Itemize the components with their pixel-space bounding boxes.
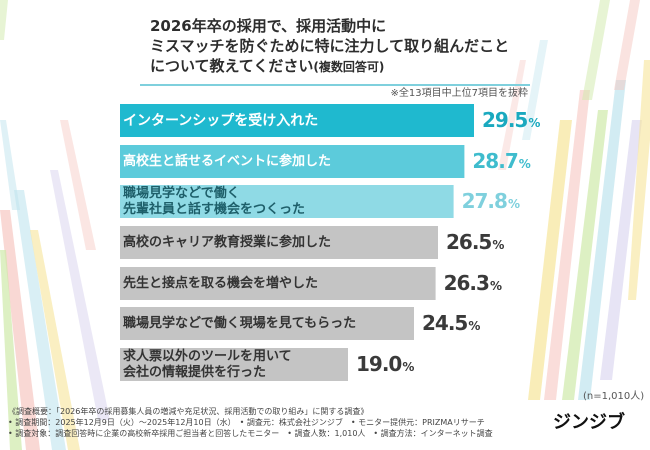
value-number-4: 26.5 (446, 230, 492, 254)
question-line-3-note: (複数回答可) (313, 60, 385, 74)
value-number-3: 27.8 (461, 189, 508, 213)
question-line-3-text: について教えてください (150, 57, 314, 75)
value-label-7: 19.0% (356, 352, 414, 376)
bar-label-5-line-1: 先生と接点を取る機会を増やした (123, 275, 319, 291)
footer-line-1: 《調査概要：「2026年卒の採用募集人員の増減や充足状況、採用活動での取り組み」… (8, 407, 369, 416)
value-unit-2: % (518, 157, 531, 171)
value-unit-1: % (528, 116, 540, 130)
bar-3 (120, 185, 454, 218)
value-label-2: 28.7% (472, 149, 531, 173)
bar-4 (120, 226, 438, 259)
question-title: 2026年卒の採用で、採用活動中に ミスマッチを防ぐために特に注力して取り組んだ… (150, 16, 530, 77)
value-unit-4: % (492, 238, 504, 252)
footer-line-3: • 調査対象：調査回答時に企業の高校新卒採用ご担当者と回答したモニター • 調査… (8, 429, 493, 438)
value-label-5: 26.3% (443, 271, 502, 295)
value-unit-7: % (402, 360, 414, 374)
value-number-6: 24.5 (422, 311, 468, 335)
bar-label-5: 先生と接点を取る機会を増やした (123, 276, 318, 292)
bar-label-3-line-1: 職場見学などで働く (123, 185, 240, 201)
bar-6 (120, 307, 414, 340)
bar-label-1-line-1: インターンシップを受け入れた (123, 112, 319, 129)
question-line-2: ミスマッチを防ぐために特に注力して取り組んだこと (150, 37, 510, 55)
bar-label-6-line-1: 職場見学などで働く現場を見てもらった (123, 315, 357, 331)
bar-label-7-line-2: 会社の情報提供を行った (123, 364, 267, 380)
bar-label-7-line-1: 求人票以外のツールを用いて (123, 348, 292, 364)
bar-label-3-line-2: 先輩社員と話す機会をつくった (123, 201, 306, 217)
question-line-3: について教えてください(複数回答可) (150, 56, 530, 77)
bar-label-4: 高校のキャリア教育授業に参加した (123, 235, 331, 251)
bar-1 (120, 104, 474, 137)
title-underline (140, 84, 530, 86)
bar-5 (120, 267, 436, 300)
company-logo: ジンジブ (553, 412, 625, 433)
value-number-5: 26.3 (443, 271, 490, 295)
bar-label-3: 職場見学などで働く 先輩社員と話す機会をつくった (123, 186, 305, 218)
bar-label-1: インターンシップを受け入れた (123, 113, 318, 129)
value-number-2: 28.7 (472, 149, 518, 173)
value-unit-5: % (489, 279, 502, 293)
value-label-3: 27.8% (461, 189, 520, 213)
value-unit-6: % (468, 319, 480, 333)
bar-label-4-line-1: 高校のキャリア教育授業に参加した (123, 234, 332, 250)
value-number-1: 29.5 (482, 108, 528, 132)
value-unit-3: % (507, 197, 520, 211)
footer-line-2: • 調査期間：2025年12月9日（火）〜2025年12月10日（水） • 調査… (8, 418, 485, 427)
extract-note: ※全13項目中上位7項目を抜粋 (390, 88, 528, 99)
bar-label-6: 職場見学などで働く現場を見てもらった (123, 316, 356, 332)
bar-7 (120, 348, 348, 381)
question-line-1: 2026年卒の採用で、採用活動中に (150, 17, 387, 35)
bar-label-2-line-1: 高校生と話せるイベントに参加した (123, 153, 332, 169)
bar-label-2: 高校生と話せるイベントに参加した (123, 154, 331, 170)
survey-footer: 《調査概要：「2026年卒の採用募集人員の増減や充足状況、採用活動での取り組み」… (8, 406, 548, 439)
value-label-6: 24.5% (422, 311, 480, 335)
bar-label-7: 求人票以外のツールを用いて 会社の情報提供を行った (123, 349, 292, 381)
value-label-1: 29.5% (482, 108, 540, 132)
value-label-4: 26.5% (446, 230, 504, 254)
bar-2 (120, 145, 465, 178)
value-number-7: 19.0 (356, 352, 402, 376)
sample-size-note: (n=1,010人) (583, 391, 645, 402)
